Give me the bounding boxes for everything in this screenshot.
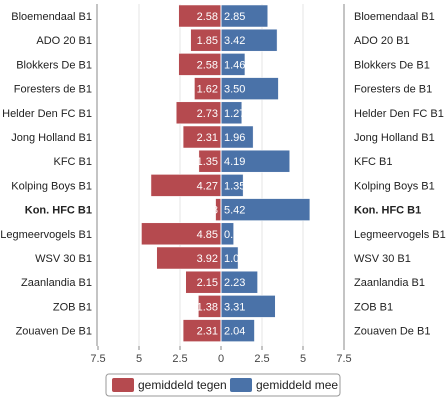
value-label-mee: 1.96 xyxy=(224,132,245,144)
team-label-right: Foresters de B1 xyxy=(354,84,432,96)
value-label-mee: 3.31 xyxy=(224,301,245,313)
team-label-right: WSV 30 B1 xyxy=(354,253,411,265)
value-label-mee: 3.50 xyxy=(224,84,245,96)
team-label-left: Zouaven De B1 xyxy=(16,326,92,338)
value-label-mee: 4.19 xyxy=(224,156,245,168)
value-label-tegen: 1.88 xyxy=(197,205,218,217)
team-label-right: KFC B1 xyxy=(354,156,393,168)
team-label-right: Kon. HFC B1 xyxy=(354,205,421,217)
team-label-right: Kolping Boys B1 xyxy=(354,180,435,192)
team-label-right: Jong Holland B1 xyxy=(354,132,435,144)
legend-box xyxy=(105,373,341,397)
value-label-mee: 0.7 xyxy=(224,229,239,241)
team-label-left: Kon. HFC B1 xyxy=(25,205,92,217)
x-tick-label: 7.5 xyxy=(336,353,351,365)
value-label-tegen: 4.27 xyxy=(197,180,218,192)
value-label-tegen: 2.31 xyxy=(197,326,218,338)
team-label-left: Foresters de B1 xyxy=(14,84,92,96)
team-label-left: WSV 30 B1 xyxy=(35,253,92,265)
value-label-mee: 2.23 xyxy=(224,277,245,289)
team-label-left: Helder Den FC B1 xyxy=(2,108,92,120)
value-label-tegen: 4.85 xyxy=(197,229,218,241)
team-label-right: Bloemendaal B1 xyxy=(354,11,435,23)
team-label-left: ZOB B1 xyxy=(53,301,92,313)
legend-label-mee: gemiddeld mee xyxy=(256,378,338,392)
team-label-left: Zaanlandia B1 xyxy=(21,277,92,289)
value-label-tegen: 2.31 xyxy=(197,132,218,144)
legend: gemiddeld tegen gemiddeld mee xyxy=(105,373,341,397)
value-label-tegen: 1.38 xyxy=(197,301,218,313)
value-label-mee: 3.42 xyxy=(224,35,245,47)
team-label-left: Legmeervogels B1 xyxy=(0,229,92,241)
value-label-tegen: 1.62 xyxy=(197,84,218,96)
bars xyxy=(141,4,311,346)
team-label-left: KFC B1 xyxy=(53,156,92,168)
x-tick-label: 2.5 xyxy=(172,353,187,365)
x-tick-label: 0 xyxy=(218,353,224,365)
value-label-tegen: 2.58 xyxy=(197,59,218,71)
value-label-mee: 1.27 xyxy=(224,108,245,120)
value-label-mee: 2.85 xyxy=(224,11,245,23)
x-tick-label: 7.5 xyxy=(90,353,105,365)
legend-label-tegen: gemiddeld tegen xyxy=(138,378,227,392)
team-label-right: Blokkers De B1 xyxy=(354,59,430,71)
value-label-tegen: 2.58 xyxy=(197,11,218,23)
value-label-tegen: 1.85 xyxy=(197,35,218,47)
team-label-right: Zaanlandia B1 xyxy=(354,277,425,289)
x-tick-label: 5 xyxy=(300,353,306,365)
legend-swatch-tegen xyxy=(112,378,134,392)
team-label-left: Kolping Boys B1 xyxy=(11,180,92,192)
x-tick-label: 5 xyxy=(136,353,142,365)
team-label-right: ZOB B1 xyxy=(354,301,393,313)
x-tick-label: 2.5 xyxy=(254,353,269,365)
team-label-right: Zouaven De B1 xyxy=(354,326,430,338)
labels: 7.5 5 2.5 0 2.5 5 7.5 2.58 2.85 Bloemendaal B1 Blo… xyxy=(0,11,445,365)
team-label-right: Legmeervogels B1 xyxy=(354,229,446,241)
value-label-tegen: 3.92 xyxy=(197,253,218,265)
value-label-mee: 2.04 xyxy=(224,326,245,338)
team-label-left: Bloemendaal B1 xyxy=(11,11,92,23)
value-label-tegen: 2.15 xyxy=(197,277,218,289)
value-label-tegen: 2.73 xyxy=(197,108,218,120)
value-label-mee: 1.46 xyxy=(224,59,245,71)
value-label-tegen: 1.35 xyxy=(197,156,218,168)
value-label-mee: 1.35 xyxy=(224,180,245,192)
legend-swatch-mee xyxy=(230,378,252,392)
team-label-right: ADO 20 B1 xyxy=(354,35,410,47)
value-label-mee: 1.04 xyxy=(224,253,245,265)
team-label-left: Jong Holland B1 xyxy=(11,132,92,144)
team-label-right: Helder Den FC B1 xyxy=(354,108,444,120)
team-label-left: ADO 20 B1 xyxy=(36,35,92,47)
value-label-mee: 5.42 xyxy=(224,205,245,217)
team-label-left: Blokkers De B1 xyxy=(16,59,92,71)
